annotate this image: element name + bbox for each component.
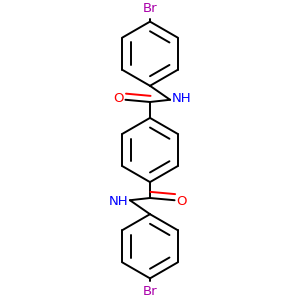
Text: Br: Br	[143, 285, 157, 298]
Text: O: O	[176, 195, 187, 208]
Text: Br: Br	[143, 2, 157, 15]
Text: O: O	[113, 92, 124, 105]
Text: NH: NH	[172, 92, 191, 105]
Text: NH: NH	[109, 195, 128, 208]
